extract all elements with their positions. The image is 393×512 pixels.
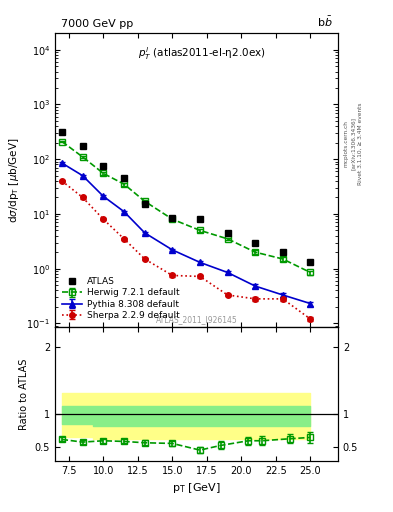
ATLAS bbox=[101, 163, 106, 169]
Text: b$\bar{b}$: b$\bar{b}$ bbox=[317, 15, 332, 29]
ATLAS bbox=[225, 230, 230, 236]
ATLAS bbox=[253, 240, 257, 246]
Text: 7000 GeV pp: 7000 GeV pp bbox=[61, 19, 133, 29]
ATLAS bbox=[80, 143, 85, 149]
Text: mcplots.cern.ch: mcplots.cern.ch bbox=[344, 120, 349, 167]
ATLAS bbox=[308, 259, 313, 265]
ATLAS bbox=[60, 129, 64, 135]
Text: Rivet 3.1.10, ≥ 3.4M events: Rivet 3.1.10, ≥ 3.4M events bbox=[358, 102, 363, 185]
ATLAS bbox=[170, 215, 175, 221]
Legend: ATLAS, Herwig 7.2.1 default, Pythia 8.308 default, Sherpa 2.2.9 default: ATLAS, Herwig 7.2.1 default, Pythia 8.30… bbox=[59, 274, 182, 323]
Line: ATLAS: ATLAS bbox=[59, 128, 314, 266]
Text: ATLAS_2011_I926145: ATLAS_2011_I926145 bbox=[156, 315, 237, 324]
Text: [arXiv:1306.3436]: [arXiv:1306.3436] bbox=[351, 117, 356, 170]
ATLAS bbox=[281, 249, 285, 255]
X-axis label: p$_\mathrm{T}$ [GeV]: p$_\mathrm{T}$ [GeV] bbox=[172, 481, 221, 495]
Y-axis label: d$\sigma$/dp$_\mathrm{T}$ [$\mu$b/GeV]: d$\sigma$/dp$_\mathrm{T}$ [$\mu$b/GeV] bbox=[7, 138, 21, 223]
Text: $p_T^l$ (atlas2011-el-η2.0ex): $p_T^l$ (atlas2011-el-η2.0ex) bbox=[138, 45, 266, 62]
ATLAS bbox=[122, 175, 127, 181]
Y-axis label: Ratio to ATLAS: Ratio to ATLAS bbox=[19, 358, 29, 430]
ATLAS bbox=[142, 201, 147, 207]
ATLAS bbox=[198, 216, 202, 222]
